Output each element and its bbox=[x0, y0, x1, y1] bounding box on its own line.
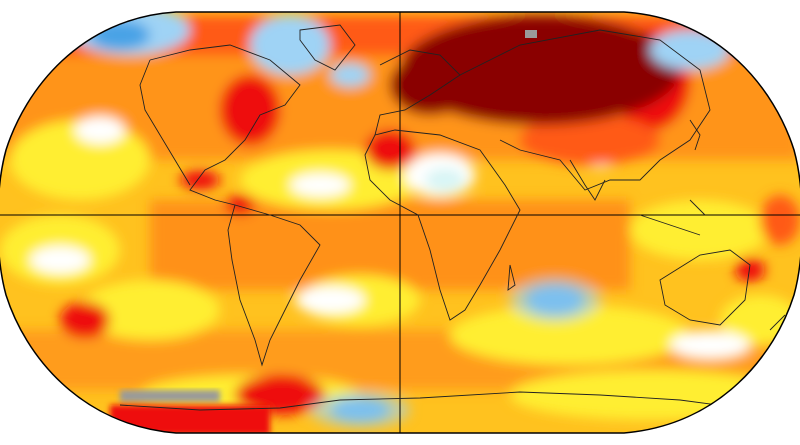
no-data-patch bbox=[120, 390, 220, 402]
globe-outline bbox=[0, 11, 800, 434]
coastlines bbox=[119, 24, 786, 411]
no-data-patch-north bbox=[525, 30, 537, 38]
